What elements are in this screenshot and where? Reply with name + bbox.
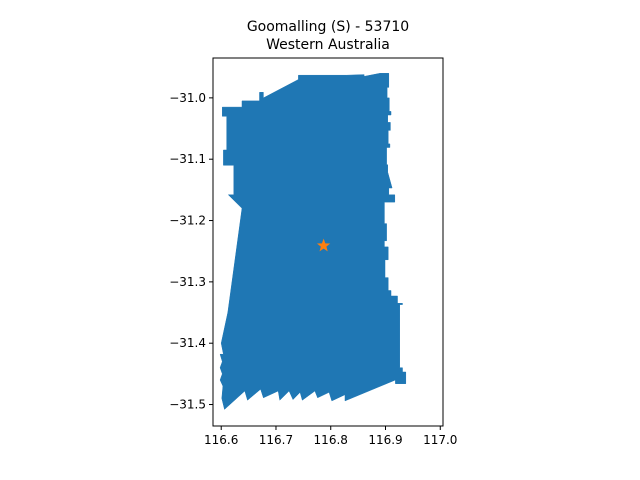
axes-frame (212, 57, 444, 427)
map-title-line-1: Goomalling (S) - 53710 (247, 19, 409, 35)
y-tick-label: −31.4 (169, 336, 206, 350)
x-tick-label: 116.8 (314, 433, 348, 447)
x-tick-label: 117.0 (423, 433, 457, 447)
x-tick-label: 116.7 (259, 433, 293, 447)
plot-area (219, 73, 407, 410)
y-tick-label: −31.0 (169, 91, 206, 105)
region-polygon (219, 73, 407, 410)
y-tick-label: −31.5 (169, 398, 206, 412)
x-axis: 116.6 116.7 116.8 116.9 117.0 (204, 426, 457, 447)
centroid-star-marker (316, 238, 331, 252)
x-tick-label: 116.6 (204, 433, 238, 447)
y-axis: −31.0 −31.1 −31.2 −31.3 −31.4 −31.5 (169, 91, 213, 412)
y-tick-label: −31.1 (169, 152, 206, 166)
y-tick-label: −31.2 (169, 214, 206, 228)
y-tick-label: −31.3 (169, 275, 206, 289)
x-tick-label: 116.9 (368, 433, 402, 447)
map-title-line-2: Western Australia (266, 37, 390, 53)
